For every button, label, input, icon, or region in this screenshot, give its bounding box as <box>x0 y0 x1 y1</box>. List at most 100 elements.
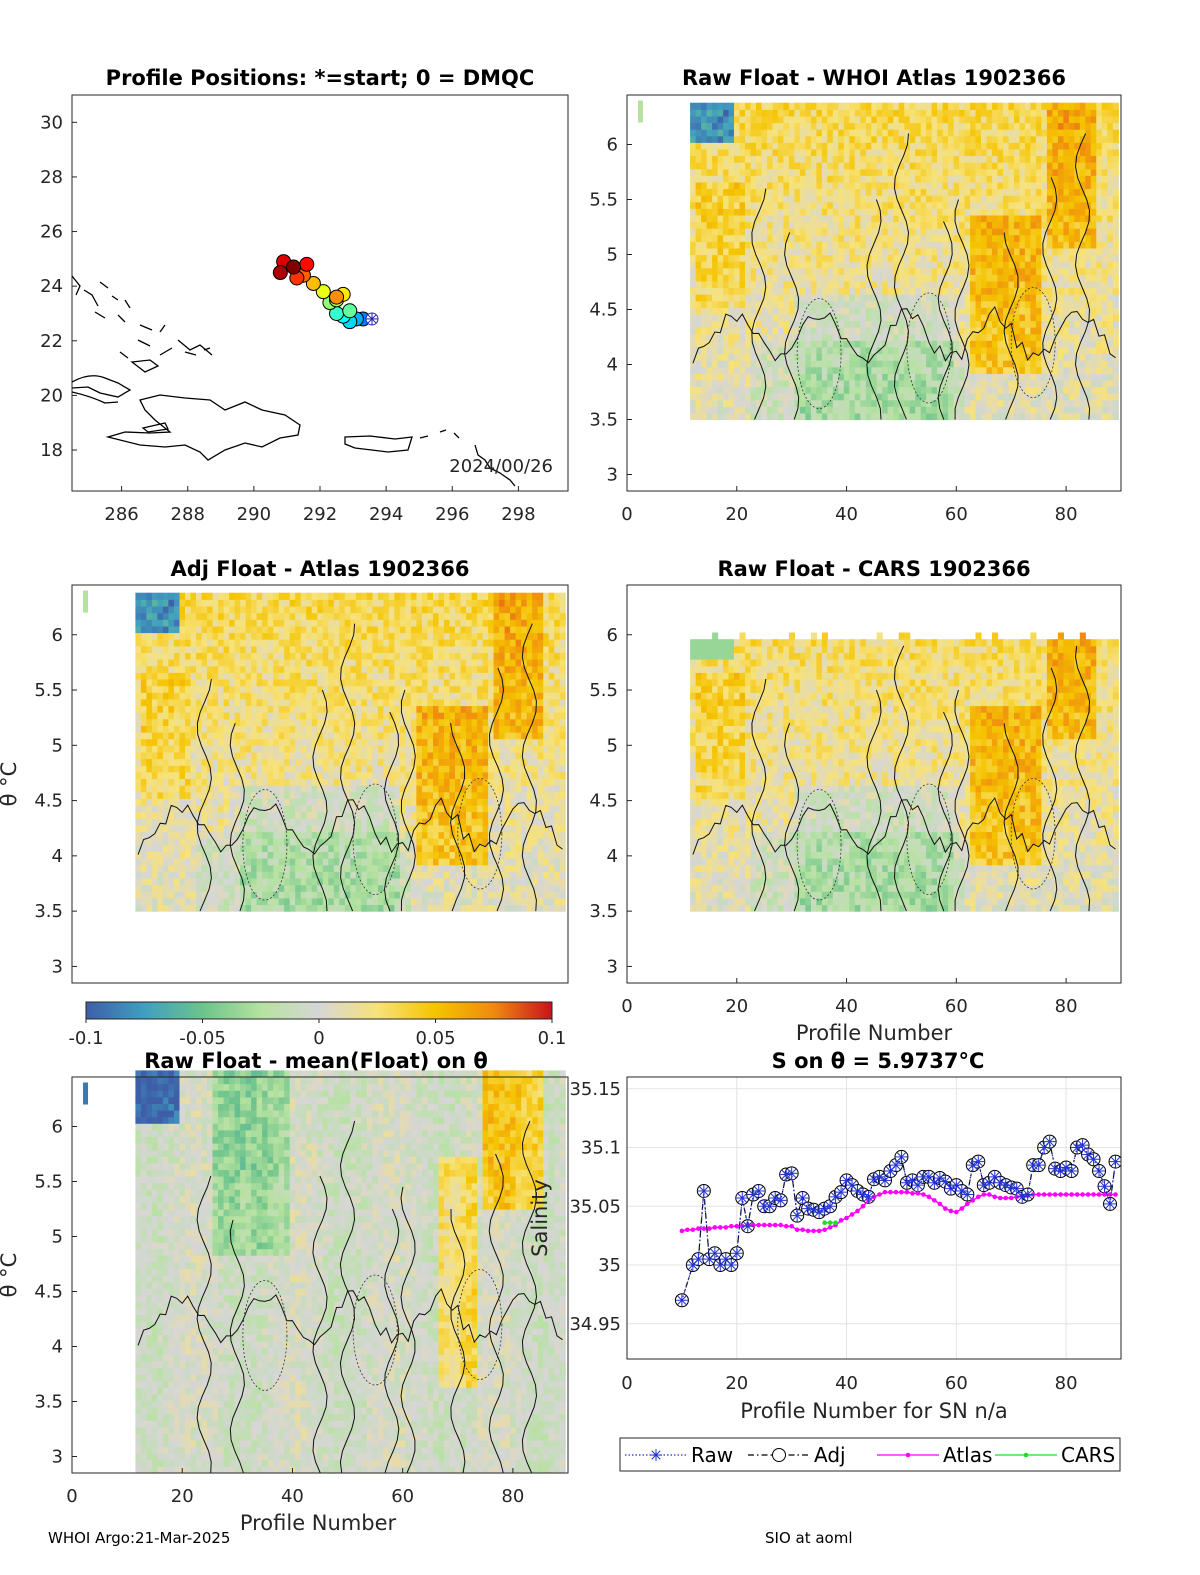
raw_whoi-cell <box>783 148 790 157</box>
adj_atlas-cell <box>185 765 192 773</box>
raw_whoi-cell <box>1019 135 1026 143</box>
adj_atlas-cell <box>240 592 247 600</box>
raw_whoi-cell <box>1112 142 1119 150</box>
raw_whoi-cell <box>799 208 806 216</box>
raw_whoi-cell <box>750 353 757 361</box>
raw_whoi-cell <box>970 234 977 242</box>
raw_whoi-cell <box>1090 274 1097 282</box>
raw_whoi-cell <box>805 234 812 242</box>
raw_whoi-cell <box>761 142 768 150</box>
raw_whoi-cell <box>942 261 949 269</box>
adj_atlas-cell <box>185 652 192 660</box>
raw_whoi-cell <box>986 340 993 348</box>
raw_whoi-cell <box>1090 353 1097 361</box>
raw_whoi-cell <box>882 373 889 381</box>
raw_whoi-cell <box>805 353 812 361</box>
raw_whoi-cell <box>1046 155 1053 163</box>
adj_atlas-cell <box>151 791 158 799</box>
adj_atlas-cell <box>207 897 214 906</box>
adj_atlas-cell <box>190 891 197 899</box>
raw_whoi-cell <box>898 280 905 289</box>
raw_whoi-cell <box>745 148 752 157</box>
raw_whoi-cell <box>959 247 966 256</box>
raw_whoi-cell <box>1041 221 1048 229</box>
raw_whoi-cell <box>964 122 971 130</box>
raw_whoi-cell <box>723 102 730 110</box>
raw_whoi-cell <box>997 234 1004 242</box>
adj_atlas-cell <box>256 712 263 720</box>
raw_whoi-cell <box>1085 280 1092 289</box>
adj_atlas-cell <box>196 785 203 793</box>
raw_whoi-cell <box>783 214 790 223</box>
raw_whoi-cell <box>942 406 949 414</box>
raw_whoi-cell <box>843 109 850 117</box>
adj_atlas-cell <box>146 712 153 720</box>
raw_whoi-cell <box>1079 412 1086 421</box>
raw_whoi-cell <box>904 195 911 203</box>
raw_whoi-cell <box>1019 201 1026 209</box>
raw_whoi-cell <box>970 188 977 196</box>
raw_whoi-cell <box>942 181 949 190</box>
raw_whoi-cell <box>706 373 713 381</box>
adj_atlas-cell <box>212 891 219 899</box>
adj_atlas-cell <box>179 751 186 760</box>
raw_whoi-cell <box>942 195 949 203</box>
adj_atlas-cell <box>223 679 230 687</box>
raw_whoi-cell <box>843 168 850 176</box>
raw_whoi-cell <box>959 135 966 143</box>
raw_whoi-cell <box>898 261 905 269</box>
raw_whoi-cell <box>1079 228 1086 236</box>
raw_whoi-cell <box>849 142 856 150</box>
raw_whoi-cell <box>734 129 741 137</box>
raw_whoi-cell <box>898 406 905 414</box>
raw_whoi-cell <box>810 175 817 183</box>
raw_whoi-cell <box>1112 287 1119 295</box>
raw_whoi-cell <box>701 241 708 249</box>
raw_whoi-cell <box>1090 129 1097 137</box>
adj_atlas-cell <box>229 745 236 753</box>
raw_whoi-cell <box>723 129 730 137</box>
raw_whoi-cell <box>860 307 867 315</box>
adj_atlas-cell <box>229 692 236 700</box>
raw_whoi-cell <box>887 294 894 302</box>
raw_whoi-cell <box>827 241 834 249</box>
adj_atlas-cell <box>135 884 142 892</box>
raw_whoi-cell <box>723 379 730 388</box>
raw_whoi-cell <box>805 254 812 262</box>
raw_whoi-cell <box>1030 340 1037 348</box>
raw_whoi-cell <box>706 261 713 269</box>
raw_whoi-cell <box>772 148 779 157</box>
adj_atlas-cell <box>151 592 158 600</box>
raw_whoi-cell <box>1074 313 1081 322</box>
adj_atlas-cell <box>245 725 252 733</box>
raw_whoi-cell <box>1085 148 1092 157</box>
raw_whoi-cell <box>1052 155 1059 163</box>
raw_whoi-cell <box>794 221 801 229</box>
raw_whoi-cell <box>1030 168 1037 176</box>
adj_atlas-cell <box>229 878 236 886</box>
adj_atlas-cell <box>140 625 147 634</box>
raw_whoi-cell <box>734 287 741 295</box>
raw_whoi-cell <box>904 175 911 183</box>
adj_atlas-cell <box>157 851 164 859</box>
raw_whoi-cell <box>783 115 790 124</box>
raw_whoi-cell <box>986 135 993 143</box>
raw_whoi-cell <box>959 393 966 401</box>
adj_atlas-cell <box>179 685 186 693</box>
raw_whoi-cell <box>997 142 1004 150</box>
adj_atlas-cell <box>245 897 252 906</box>
raw_whoi-cell <box>728 168 735 176</box>
raw_whoi-cell <box>832 188 839 196</box>
raw_whoi-cell <box>887 142 894 150</box>
raw_whoi-cell <box>920 379 927 388</box>
raw_whoi-cell <box>898 228 905 236</box>
raw_whoi-cell <box>843 287 850 295</box>
raw_whoi-cell <box>805 122 812 130</box>
raw_whoi-cell <box>865 241 872 249</box>
raw_whoi-cell <box>734 201 741 209</box>
raw_whoi-cell <box>849 228 856 236</box>
raw_whoi-cell <box>992 294 999 302</box>
raw_whoi-cell <box>1063 142 1070 150</box>
raw_whoi-cell <box>975 300 982 308</box>
raw_whoi-cell <box>1035 148 1042 157</box>
